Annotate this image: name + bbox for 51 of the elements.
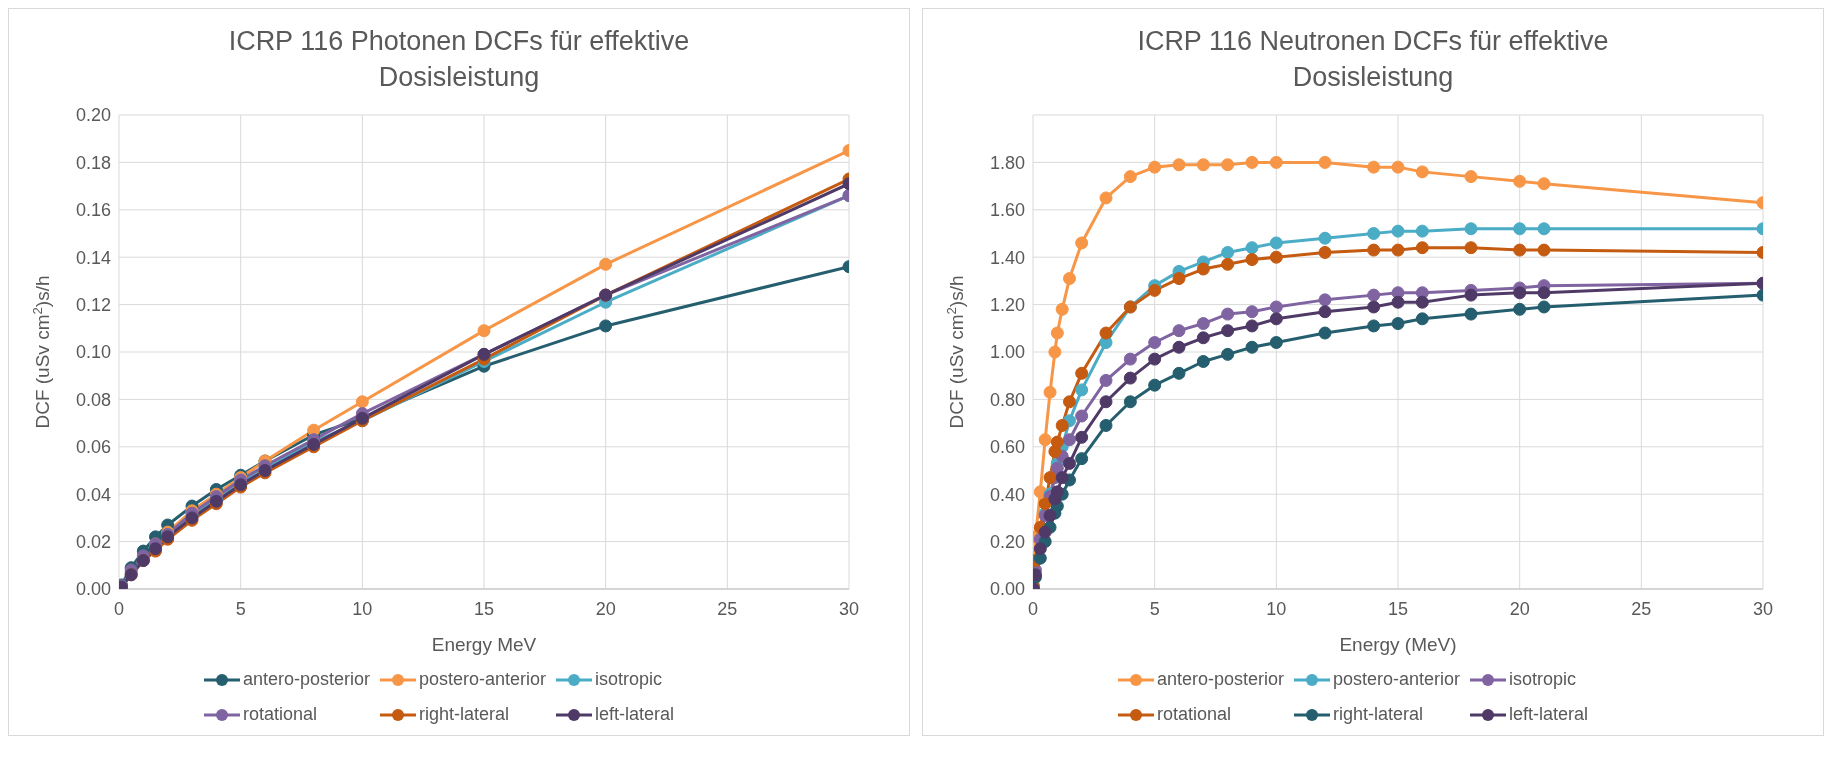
x-tick-label: 25 xyxy=(1631,599,1652,619)
chart-title: ICRP 116 Photonen DCFs für effektive Dosisleistung xyxy=(227,25,691,94)
y-tick-label: 0.20 xyxy=(75,105,111,126)
x-tick-label: 30 xyxy=(1752,599,1774,619)
x-tick-label: 15 xyxy=(1387,599,1409,619)
x-tick-label: 30 xyxy=(838,599,860,619)
legend-label: rotational xyxy=(1156,704,1231,725)
y-tick-label: 0.02 xyxy=(75,531,111,552)
x-tick-label: 25 xyxy=(717,599,738,619)
y-tick-label: 0.20 xyxy=(989,531,1025,552)
y-tick-label: 1.60 xyxy=(989,200,1025,221)
y-tick-label: 0.06 xyxy=(75,437,111,458)
legend-label: postero-anterior xyxy=(418,669,547,690)
x-tick-label: 10 xyxy=(352,599,373,619)
y-tick-label: 0.00 xyxy=(989,579,1025,600)
y-tick-label: 0.40 xyxy=(989,484,1025,505)
x-tick-label: 20 xyxy=(595,599,616,619)
legend-label: antero-posterior xyxy=(1156,669,1284,690)
legend-label: right-lateral xyxy=(1332,704,1424,725)
legend-label: rotational xyxy=(242,704,317,725)
y-tick-label: 1.00 xyxy=(989,342,1025,363)
y-tick-label: 0.00 xyxy=(75,579,111,600)
y-tick-label: 1.20 xyxy=(989,294,1025,315)
legend-label: isotropic xyxy=(595,669,663,690)
y-tick-label: 0.16 xyxy=(75,200,111,221)
x-tick-label: 20 xyxy=(1509,599,1530,619)
x-tick-label: 5 xyxy=(235,599,246,619)
legend-label: right-lateral xyxy=(418,704,510,725)
y-tick-label: 0.60 xyxy=(989,437,1025,458)
legend-label: postero-anterior xyxy=(1332,669,1461,690)
y-tick-label: 0.14 xyxy=(75,247,111,268)
legend-label: left-lateral xyxy=(595,704,675,725)
x-tick-label: 0 xyxy=(1027,599,1039,619)
x-tick-label: 15 xyxy=(473,599,495,619)
x-tick-label: 0 xyxy=(113,599,125,619)
legend-label: antero-posterior xyxy=(242,669,370,690)
legend-label: left-lateral xyxy=(1509,704,1589,725)
y-tick-label: 1.40 xyxy=(989,247,1025,268)
y-tick-label: 0.12 xyxy=(75,294,111,315)
x-axis-title: Energy (MeV) xyxy=(1339,634,1457,655)
x-axis-title: Energy MeV xyxy=(431,634,537,655)
y-tick-label: 0.10 xyxy=(75,342,111,363)
chart-title: ICRP 116 Neutronen DCFs für effektive Dosisleistung xyxy=(1136,25,1610,94)
legend-label: isotropic xyxy=(1509,669,1577,690)
x-tick-label: 10 xyxy=(1266,599,1287,619)
y-tick-label: 0.04 xyxy=(75,484,111,505)
y-tick-label: 1.80 xyxy=(989,152,1025,173)
y-tick-label: 0.80 xyxy=(989,389,1025,410)
y-tick-label: 0.18 xyxy=(75,152,111,173)
y-tick-label: 0.08 xyxy=(75,389,111,410)
x-tick-label: 5 xyxy=(1149,599,1160,619)
